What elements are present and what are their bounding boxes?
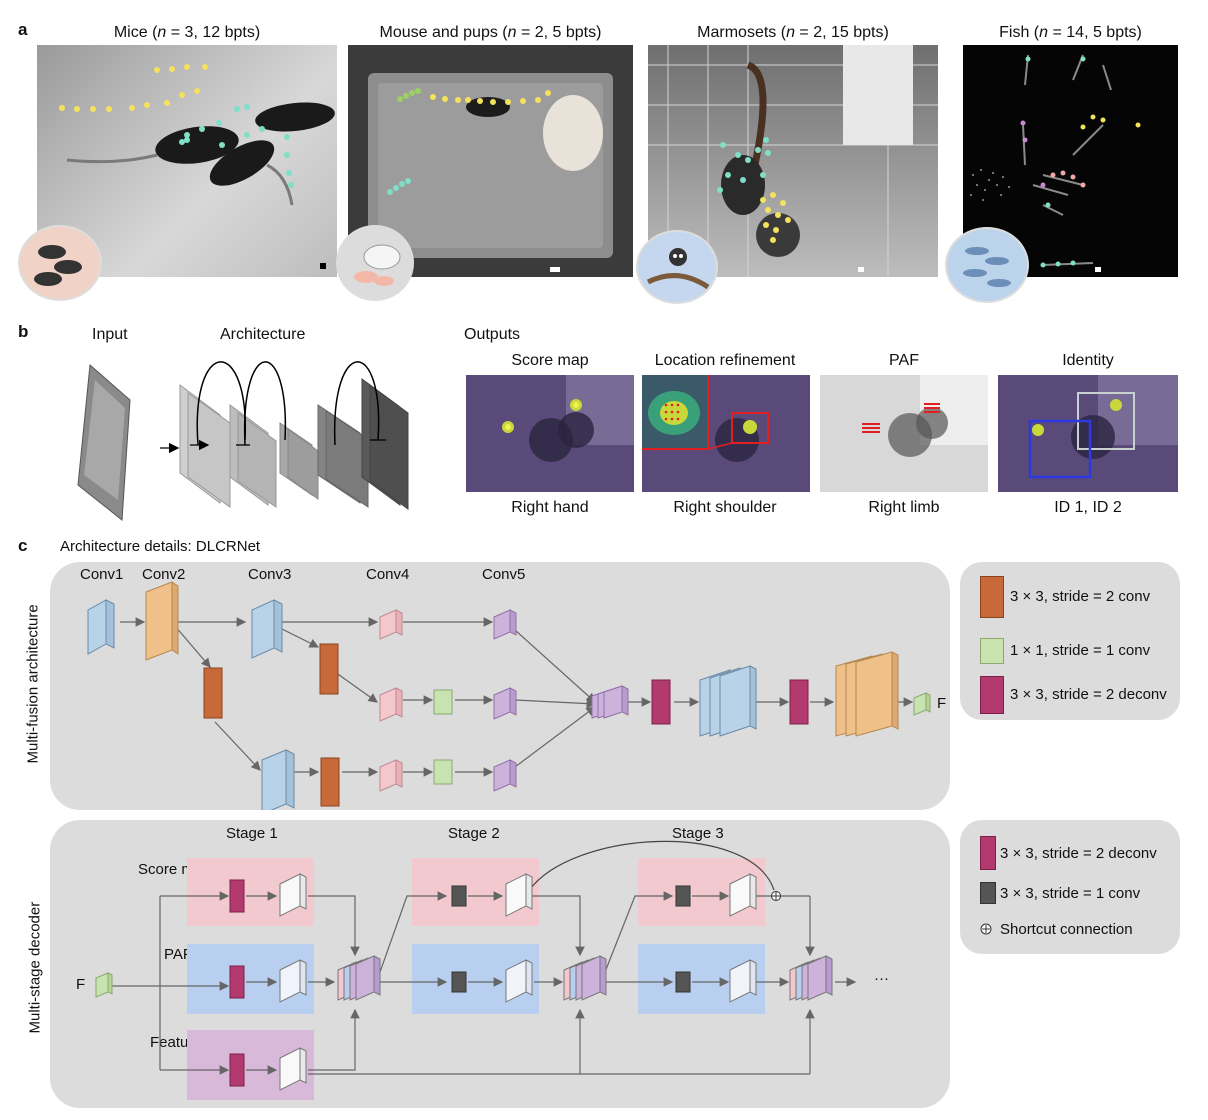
stage-2-label: Stage 2	[448, 825, 500, 842]
architecture-diagram	[160, 361, 409, 510]
input-label: Input	[92, 326, 128, 343]
score-map-title: Score map	[511, 352, 589, 369]
panel-c-label: c	[18, 536, 28, 555]
right-limb-caption: Right limb	[868, 499, 940, 516]
legend-bottom	[960, 820, 1180, 954]
legend-deconv-text: 3 × 3, stride = 2 deconv	[1010, 686, 1167, 703]
decoder-side-label: Multi-stage decoder	[26, 901, 44, 1034]
multi-fusion-side-label: Multi-fusion architecture	[24, 604, 42, 764]
conv3-label: Conv3	[248, 566, 292, 583]
mice-icon	[18, 225, 102, 301]
legend-conv-1x1-swatch	[980, 638, 1004, 664]
mouse-pups-title: Mouse and pups (n = 2, 5 bpts)	[379, 24, 602, 41]
legend-bottom-conv-text: 3 × 3, stride = 1 conv	[1000, 885, 1141, 902]
legend-bottom-deconv-text: 3 × 3, stride = 2 deconv	[1000, 845, 1157, 862]
legend-conv-stride2-text: 3 × 3, stride = 2 conv	[1010, 588, 1151, 605]
marmoset-icon	[636, 230, 718, 304]
stage-3-label: Stage 3	[672, 825, 724, 842]
legend-deconv-swatch	[980, 676, 1004, 714]
legend-bottom-deconv-swatch	[980, 836, 996, 870]
paf-row-label: PAF	[164, 946, 193, 963]
fish-title: Fish (n = 14, 5 bpts)	[999, 24, 1142, 41]
legend-conv-1x1-text: 1 × 1, stride = 1 conv	[1010, 642, 1151, 659]
paf-image	[820, 375, 988, 492]
panel-c-title: Architecture details: DLCRNet	[60, 538, 261, 555]
plus-circle-icon	[980, 923, 992, 935]
marmosets-image	[648, 45, 938, 277]
multi-fusion-diagram	[87, 581, 931, 810]
panel-a-label: a	[18, 20, 28, 39]
outputs-label: Outputs	[464, 326, 521, 343]
multi-stage-decoder-diagram	[95, 840, 857, 1100]
conv2-label: Conv2	[142, 566, 186, 583]
decoder-ellipsis: ···	[874, 970, 889, 987]
right-hand-caption: Right hand	[511, 499, 589, 516]
paf-title: PAF	[889, 352, 919, 369]
id-caption: ID 1, ID 2	[1054, 499, 1122, 516]
fish-icon	[945, 227, 1029, 303]
identity-image	[998, 375, 1178, 492]
location-refinement-image	[642, 375, 810, 492]
decoder-input-label: F	[76, 976, 86, 993]
fusion-output-label: F	[937, 695, 947, 712]
legend-bottom-conv-swatch	[980, 882, 996, 904]
legend-shortcut-text: Shortcut connection	[1000, 921, 1133, 938]
mice-title: Mice (n = 3, 12 bpts)	[113, 24, 261, 41]
conv1-label: Conv1	[80, 566, 124, 583]
input-image	[77, 363, 131, 521]
mouse-pups-icon	[336, 225, 414, 301]
conv5-label: Conv5	[482, 566, 526, 583]
panel-b-label: b	[18, 322, 29, 341]
legend-conv-stride2-swatch	[980, 576, 1004, 618]
identity-title: Identity	[1062, 352, 1114, 369]
right-shoulder-caption: Right shoulder	[673, 499, 777, 516]
architecture-label: Architecture	[220, 326, 306, 343]
location-refinement-title: Location refinement	[654, 352, 796, 369]
stage-1-label: Stage 1	[226, 825, 278, 842]
conv4-label: Conv4	[366, 566, 410, 583]
score-map-image	[466, 375, 634, 492]
marmosets-title: Marmosets (n = 2, 15 bpts)	[697, 24, 889, 41]
